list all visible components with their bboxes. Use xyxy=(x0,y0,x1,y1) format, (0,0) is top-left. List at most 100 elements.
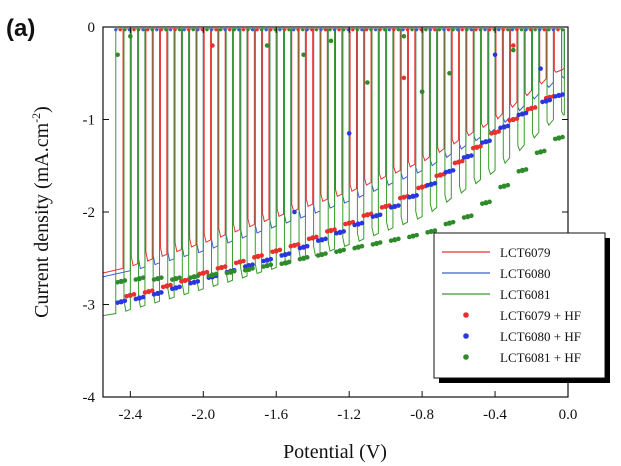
data-point xyxy=(295,242,301,247)
data-point xyxy=(264,28,268,32)
data-point xyxy=(410,233,416,239)
data-point xyxy=(359,220,365,226)
legend-label: LCT6080 + HF xyxy=(500,329,581,344)
data-point xyxy=(355,28,359,32)
data-point xyxy=(177,28,182,32)
data-point xyxy=(300,244,307,250)
data-point xyxy=(250,262,255,268)
data-point xyxy=(131,292,137,297)
series-points-lct6080-hf xyxy=(115,52,565,305)
data-point xyxy=(164,283,170,289)
data-point xyxy=(401,194,407,200)
data-point-spike xyxy=(210,43,215,48)
data-point xyxy=(127,292,133,298)
data-point xyxy=(252,255,257,260)
data-point xyxy=(525,107,531,112)
data-point xyxy=(424,28,428,32)
x-tick-label: -1.2 xyxy=(337,407,361,423)
data-point xyxy=(133,277,139,282)
data-point xyxy=(168,28,173,32)
data-point xyxy=(160,284,166,290)
data-point xyxy=(241,258,246,264)
data-point xyxy=(379,205,385,210)
data-point xyxy=(246,28,250,32)
data-point xyxy=(469,213,474,218)
baseline-points xyxy=(114,28,565,32)
data-point xyxy=(428,28,432,32)
legend-items: LCT6079 LCT6080 LCT6081 LCT6079 + HF LCT6080… xyxy=(442,245,581,365)
data-point xyxy=(260,28,264,32)
data-point xyxy=(460,28,464,32)
data-point xyxy=(296,28,300,32)
data-point xyxy=(387,28,391,32)
y-tick-label: 0 xyxy=(88,20,96,36)
series-line-lct6081 xyxy=(103,28,565,317)
x-tick-label: -2.0 xyxy=(191,407,215,423)
data-point xyxy=(314,28,318,32)
data-point xyxy=(122,298,128,304)
data-point xyxy=(524,28,528,32)
data-point xyxy=(373,213,380,219)
data-point xyxy=(231,268,237,274)
data-point xyxy=(255,253,261,259)
data-point xyxy=(306,236,312,242)
data-point xyxy=(515,28,519,32)
data-point xyxy=(246,266,252,272)
data-point xyxy=(443,169,449,175)
data-point xyxy=(479,201,485,206)
data-point xyxy=(407,194,412,200)
data-point xyxy=(315,253,321,258)
data-point xyxy=(560,92,565,97)
data-point xyxy=(123,28,127,32)
data-point xyxy=(261,258,266,264)
y-tick-label: -2 xyxy=(83,205,96,221)
data-point xyxy=(264,257,270,263)
data-point xyxy=(556,28,560,32)
legend-label: LCT6081 xyxy=(500,287,551,302)
data-point xyxy=(304,255,310,260)
data-point xyxy=(492,129,498,136)
data-point xyxy=(209,28,214,32)
data-point xyxy=(346,220,352,226)
data-point xyxy=(501,183,507,189)
data-point xyxy=(443,221,449,227)
data-point xyxy=(543,98,549,104)
data-point xyxy=(323,236,328,242)
data-point xyxy=(451,28,455,32)
data-point xyxy=(332,28,337,32)
data-point xyxy=(250,28,255,32)
data-point xyxy=(286,259,292,265)
data-point xyxy=(297,256,303,262)
data-point xyxy=(538,28,542,32)
data-point xyxy=(195,279,201,284)
data-point xyxy=(374,28,378,32)
data-point xyxy=(301,28,305,32)
data-point xyxy=(140,294,146,300)
data-point xyxy=(516,169,522,174)
data-point xyxy=(288,243,294,249)
data-point xyxy=(396,236,401,242)
data-point xyxy=(319,28,323,32)
data-point xyxy=(228,269,234,275)
data-point xyxy=(319,237,325,243)
data-point xyxy=(328,227,334,234)
data-point xyxy=(277,247,283,253)
data-point xyxy=(432,181,438,186)
data-point xyxy=(133,296,139,302)
data-point xyxy=(159,290,164,295)
data-point xyxy=(415,28,419,32)
data-point xyxy=(364,212,371,218)
data-point xyxy=(370,242,376,247)
data-point xyxy=(228,28,232,32)
data-point xyxy=(341,229,347,234)
data-point xyxy=(560,134,565,140)
data-point xyxy=(337,248,343,254)
y-axis-label-close: ) xyxy=(31,106,53,113)
x-tick-label: 0.0 xyxy=(559,407,578,423)
data-point xyxy=(319,251,325,258)
data-point xyxy=(541,148,547,154)
data-point xyxy=(342,28,346,32)
data-point xyxy=(388,205,394,210)
data-point xyxy=(159,275,164,280)
